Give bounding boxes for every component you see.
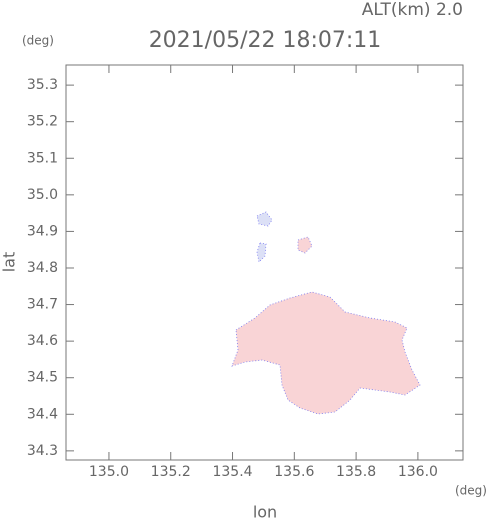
x-tick-label: 135.6 [274,464,314,480]
x-axis-label: lon [253,503,277,521]
y-tick-label: 34.3 [27,443,58,459]
y-tick-label: 35.2 [27,114,58,130]
chart-title: 2021/05/22 18:07:11 [149,28,382,53]
y-axis-label: lat [0,252,19,273]
altitude-label: ALT(km) 2.0 [362,0,463,20]
y-tick-label: 35.3 [27,77,58,93]
y-tick-label: 34.5 [27,370,58,386]
echo-small [297,236,313,254]
y-tick-label: 34.6 [27,333,58,349]
y-unit: (deg) [22,34,54,48]
y-tick-label: 34.4 [27,406,58,422]
echo-small [256,242,267,263]
x-tick-label: 135.0 [89,464,129,480]
x-tick-label: 135.2 [151,464,191,480]
x-tick-label: 135.8 [336,464,376,480]
x-tick-label: 135.4 [212,464,252,480]
echo-small [256,211,273,227]
plot-frame [65,64,464,461]
x-unit: (deg) [455,484,487,498]
y-tick-label: 34.9 [27,223,58,239]
y-tick-label: 35.1 [27,150,58,166]
y-tick-label: 35.0 [27,187,58,203]
x-tick-label: 136.0 [398,464,438,480]
echo-main [231,291,421,415]
y-tick-label: 34.7 [27,297,58,313]
echo-field [231,211,421,415]
y-tick-label: 34.8 [27,260,58,276]
plot-area [65,64,464,461]
